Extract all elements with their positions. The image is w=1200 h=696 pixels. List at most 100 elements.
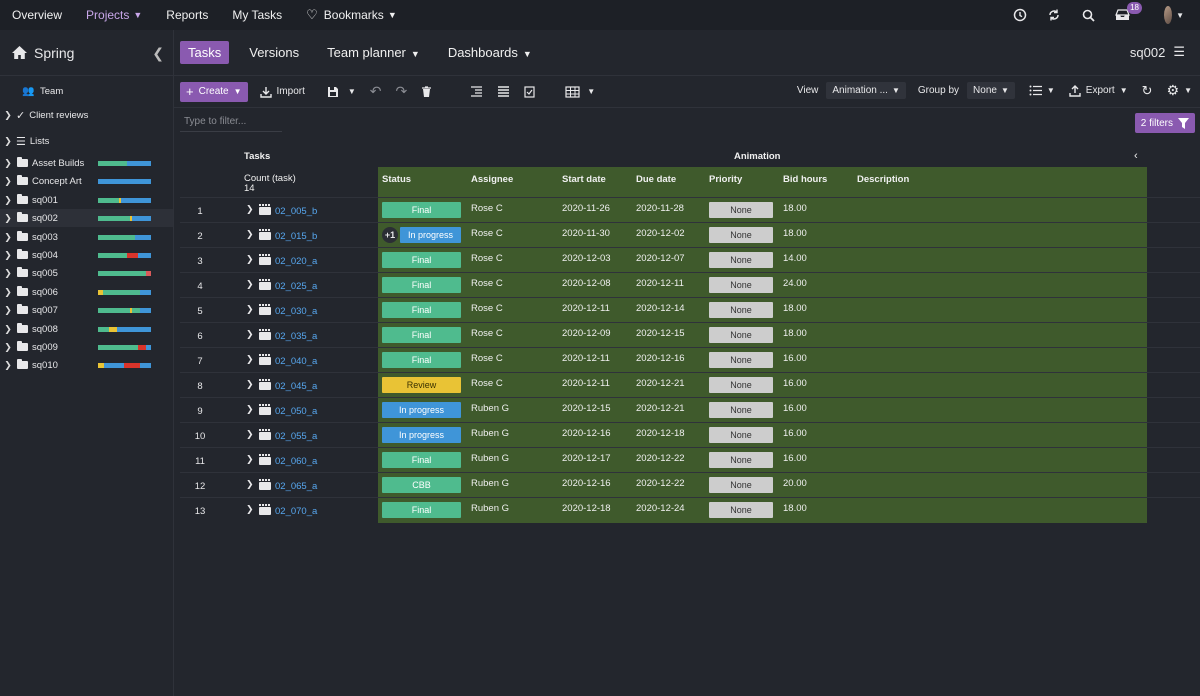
chevron-right-icon[interactable]: ❯ <box>246 279 254 289</box>
start-date-cell[interactable]: 2020-12-11 <box>562 378 610 389</box>
table-row[interactable]: 2 ❯ 02_015_b +1 In progress Rose C 2020-11-30 2… <box>180 222 1200 247</box>
sidebar-item-sq008[interactable]: ❯ sq008 <box>0 320 173 338</box>
due-date-cell[interactable]: 2020-12-21 <box>636 403 685 414</box>
status-badge[interactable]: In progress <box>400 227 461 243</box>
table-row[interactable]: 11 ❯ 02_060_a Final Ruben G 2020-12-17 2020-12… <box>180 447 1200 472</box>
sidebar-item-asset-builds[interactable]: ❯ Asset Builds <box>0 154 173 172</box>
chevron-right-icon[interactable]: ❯ <box>4 109 12 120</box>
col-due-date[interactable]: Due date <box>636 174 677 185</box>
task-name-link[interactable]: 02_040_a <box>275 356 318 367</box>
due-date-cell[interactable]: 2020-12-02 <box>636 228 685 239</box>
assignee-cell[interactable]: Ruben G <box>471 453 510 464</box>
bid-hours-cell[interactable]: 16.00 <box>783 378 807 389</box>
chevron-right-icon[interactable]: ❯ <box>4 212 12 223</box>
chevron-right-icon[interactable]: ❯ <box>246 329 254 339</box>
col-description[interactable]: Description <box>857 174 910 185</box>
start-date-cell[interactable]: 2020-11-30 <box>562 228 610 239</box>
task-name-link[interactable]: 02_015_b <box>275 231 318 242</box>
settings-button[interactable]: ⚙ ▼ <box>1167 82 1192 99</box>
chevron-right-icon[interactable]: ❯ <box>246 379 254 389</box>
priority-badge[interactable]: None <box>709 477 773 493</box>
table-row[interactable]: 1 ❯ 02_005_b Final Rose C 2020-11-26 2020-11-2… <box>180 197 1200 222</box>
task-name-link[interactable]: 02_055_a <box>275 431 318 442</box>
priority-badge[interactable]: None <box>709 252 773 268</box>
task-name-link[interactable]: 02_045_a <box>275 381 318 392</box>
create-button[interactable]: + Create ▼ <box>180 81 248 102</box>
chevron-down-icon[interactable]: ▼ <box>347 87 356 96</box>
view-select[interactable]: Animation ... ▼ <box>826 82 906 99</box>
bid-hours-cell[interactable]: 18.00 <box>783 328 807 339</box>
user-menu[interactable]: ▼ <box>1164 5 1184 25</box>
start-date-cell[interactable]: 2020-12-11 <box>562 303 610 314</box>
priority-badge[interactable]: None <box>709 202 773 218</box>
chevron-right-icon[interactable]: ❯ <box>246 504 254 514</box>
table-row[interactable]: 5 ❯ 02_030_a Final Rose C 2020-12-11 2020-12-1… <box>180 297 1200 322</box>
status-badge[interactable]: Final <box>382 352 461 368</box>
status-badge[interactable]: CBB <box>382 477 461 493</box>
task-name-link[interactable]: 02_030_a <box>275 306 318 317</box>
chevron-right-icon[interactable]: ❯ <box>4 231 12 242</box>
priority-badge[interactable]: None <box>709 302 773 318</box>
chevron-right-icon[interactable]: ❯ <box>246 254 254 264</box>
assignee-cell[interactable]: Rose C <box>471 328 503 339</box>
assignee-cell[interactable]: Rose C <box>471 203 503 214</box>
bid-hours-cell[interactable]: 18.00 <box>783 203 807 214</box>
status-badge[interactable]: Final <box>382 277 461 293</box>
table-row[interactable]: 4 ❯ 02_025_a Final Rose C 2020-12-08 2020-12-1… <box>180 272 1200 297</box>
assignee-cell[interactable]: Rose C <box>471 253 503 264</box>
sidebar-item-sq010[interactable]: ❯ sq010 <box>0 356 173 374</box>
table-row[interactable]: 10 ❯ 02_055_a In progress Ruben G 2020-12-16 2… <box>180 422 1200 447</box>
inbox-icon[interactable]: 18 <box>1112 2 1142 25</box>
bid-hours-cell[interactable]: 18.00 <box>783 303 807 314</box>
sidebar-item-sq007[interactable]: ❯ sq007 <box>0 301 173 319</box>
refresh-icon[interactable]: ↻ <box>1141 82 1153 98</box>
task-name-link[interactable]: 02_025_a <box>275 281 318 292</box>
sidebar-item-team[interactable]: 👥 Team <box>0 82 173 100</box>
priority-badge[interactable]: None <box>709 427 773 443</box>
indent-icon[interactable] <box>470 86 483 97</box>
bid-hours-cell[interactable]: 16.00 <box>783 428 807 439</box>
task-name-link[interactable]: 02_070_a <box>275 506 318 517</box>
assignee-cell[interactable]: Rose C <box>471 228 503 239</box>
table-row[interactable]: 3 ❯ 02_020_a Final Rose C 2020-12-03 2020-12-0… <box>180 247 1200 272</box>
export-button[interactable]: Export ▼ <box>1069 84 1128 97</box>
collapse-group-icon[interactable]: ‹ <box>1134 150 1138 162</box>
tab-versions[interactable]: Versions <box>249 45 300 60</box>
chevron-right-icon[interactable]: ❯ <box>4 135 12 146</box>
task-name-link[interactable]: 02_035_a <box>275 331 318 342</box>
start-date-cell[interactable]: 2020-11-26 <box>562 203 610 214</box>
table-layout-button[interactable]: ▼ <box>565 85 595 98</box>
sidebar-item-sq004[interactable]: ❯ sq004 <box>0 246 173 264</box>
assignee-cell[interactable]: Ruben G <box>471 478 510 489</box>
start-date-cell[interactable]: 2020-12-15 <box>562 403 611 414</box>
tab-dashboards[interactable]: Dashboards ▼ <box>440 41 540 64</box>
priority-badge[interactable]: None <box>709 227 773 243</box>
bid-hours-cell[interactable]: 16.00 <box>783 403 807 414</box>
bid-hours-cell[interactable]: 20.00 <box>783 478 807 489</box>
start-date-cell[interactable]: 2020-12-09 <box>562 328 611 339</box>
sidebar-item-sq006[interactable]: ❯ sq006 <box>0 283 173 301</box>
status-badge[interactable]: Final <box>382 452 461 468</box>
extra-status-badge[interactable]: +1 <box>382 227 398 243</box>
assignee-cell[interactable]: Rose C <box>471 353 503 364</box>
due-date-cell[interactable]: 2020-12-22 <box>636 478 685 489</box>
due-date-cell[interactable]: 2020-12-16 <box>636 353 685 364</box>
sidebar-item-sq005[interactable]: ❯ sq005 <box>0 264 173 282</box>
due-date-cell[interactable]: 2020-12-21 <box>636 378 685 389</box>
task-name-link[interactable]: 02_005_b <box>275 206 318 217</box>
col-assignee[interactable]: Assignee <box>471 174 514 185</box>
groupby-select[interactable]: None ▼ <box>967 82 1015 99</box>
table-row[interactable]: 9 ❯ 02_050_a In progress Ruben G 2020-12-15 20… <box>180 397 1200 422</box>
chevron-right-icon[interactable]: ❯ <box>4 304 12 315</box>
task-name-link[interactable]: 02_020_a <box>275 256 318 267</box>
chevron-right-icon[interactable]: ❯ <box>246 454 254 464</box>
chevron-right-icon[interactable]: ❯ <box>4 194 12 205</box>
status-badge[interactable]: Review <box>382 377 461 393</box>
home-icon[interactable] <box>11 45 28 60</box>
chevron-right-icon[interactable]: ❯ <box>4 175 12 186</box>
sidebar-item-client-reviews[interactable]: ❯ ✓ Client reviews <box>0 106 173 124</box>
start-date-cell[interactable]: 2020-12-17 <box>562 453 611 464</box>
list-options-button[interactable]: ▼ <box>1029 85 1055 96</box>
priority-badge[interactable]: None <box>709 327 773 343</box>
assignee-cell[interactable]: Ruben G <box>471 428 510 439</box>
